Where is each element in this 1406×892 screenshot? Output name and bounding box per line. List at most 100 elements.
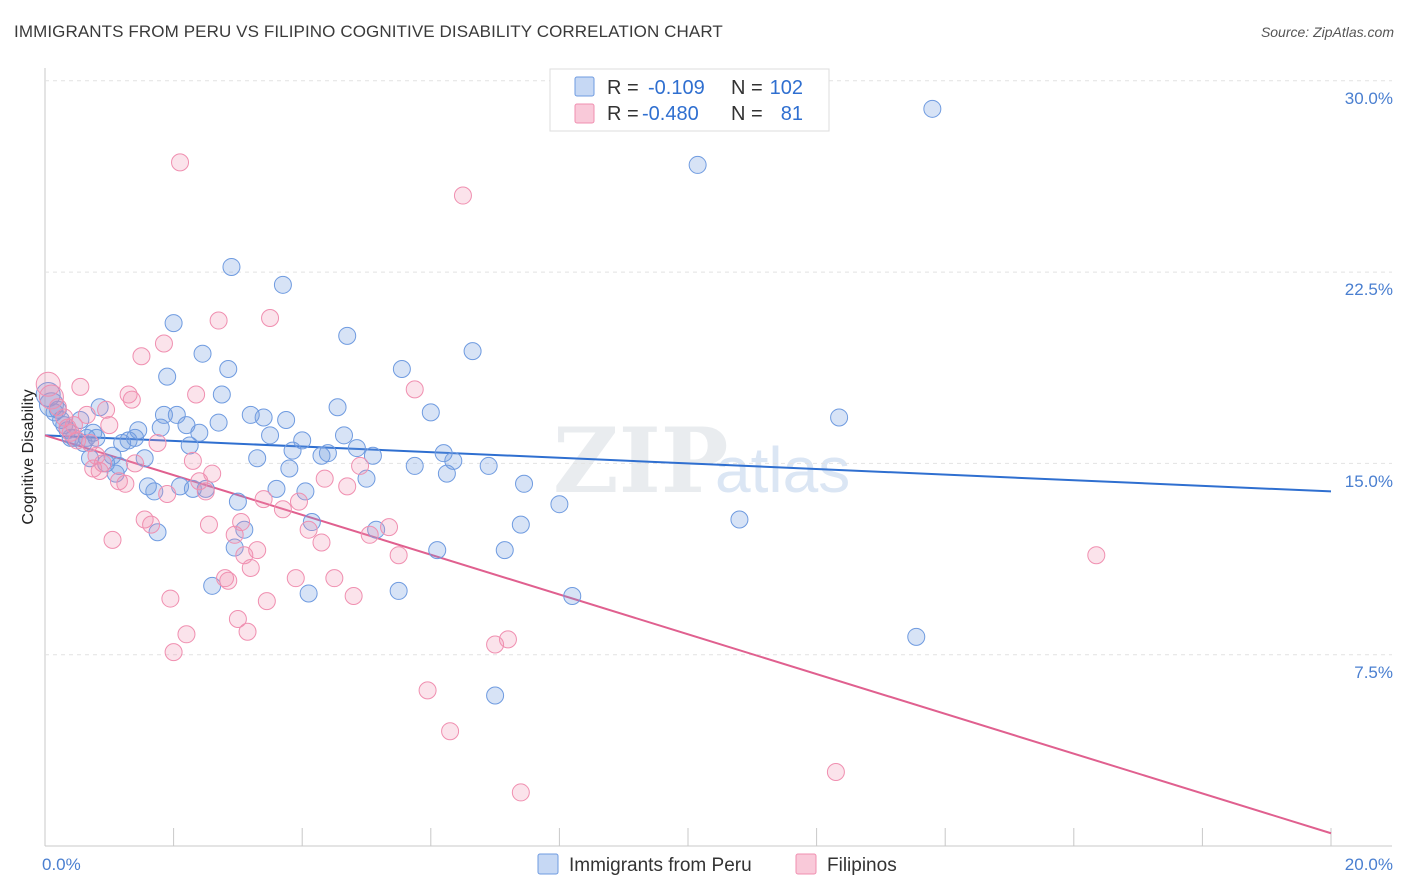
- point-peru-30: [158, 367, 177, 386]
- point-filipino-31: [171, 153, 190, 172]
- point-peru-17: [103, 446, 122, 465]
- chart-title: IMMIGRANTS FROM PERU VS FILIPINO COGNITI…: [14, 22, 723, 41]
- point-peru-82: [511, 515, 530, 534]
- source-label: Source: ZipAtlas.com: [1260, 24, 1394, 40]
- point-filipino-20: [119, 385, 138, 404]
- y-tick-label-15: 15.0%: [1345, 472, 1393, 491]
- point-peru-71: [392, 359, 411, 378]
- point-peru-81: [495, 541, 514, 560]
- point-filipino-22: [126, 454, 145, 473]
- point-peru-59: [299, 584, 318, 603]
- point-peru-44: [222, 257, 241, 276]
- point-filipino-47: [241, 558, 260, 577]
- point-peru-80: [486, 686, 505, 705]
- point-filipino-12: [87, 446, 106, 465]
- point-filipino-57: [315, 469, 334, 488]
- point-filipino-15: [97, 400, 116, 419]
- point-peru-41: [209, 413, 228, 432]
- point-filipino-8: [71, 377, 90, 396]
- legend-n-value-peru: 102: [770, 77, 803, 99]
- point-peru-73: [421, 403, 440, 422]
- point-peru-62: [318, 444, 337, 463]
- data-points: [35, 99, 1106, 802]
- y-axis-title: Cognitive Disability: [20, 389, 37, 524]
- point-peru-77: [444, 451, 463, 470]
- point-filipino-51: [261, 308, 280, 327]
- point-filipino-54: [289, 492, 308, 511]
- legend-r-value-peru: -0.109: [648, 77, 705, 99]
- point-peru-45: [225, 538, 244, 557]
- point-peru-83: [515, 474, 534, 493]
- point-filipino-30: [164, 643, 183, 662]
- point-peru-64: [334, 426, 353, 445]
- point-filipino-68: [453, 186, 472, 205]
- bottom-legend-label-filipino: Filipinos: [827, 855, 897, 876]
- point-peru-2: [45, 403, 64, 422]
- point-peru-86: [688, 155, 707, 174]
- point-filipino-9: [77, 405, 96, 424]
- bottom-legend: Immigrants from Peru Filipinos: [537, 853, 897, 876]
- x-tick-label-max: 20.0%: [1345, 855, 1393, 874]
- point-filipino-72: [826, 763, 845, 782]
- point-filipino-44: [232, 513, 251, 532]
- point-filipino-41: [219, 571, 238, 590]
- point-peru-31: [164, 314, 183, 333]
- point-filipino-6: [64, 416, 83, 435]
- y-tick-label-22.5: 22.5%: [1345, 280, 1393, 299]
- point-peru-13: [84, 423, 103, 442]
- point-peru-57: [293, 431, 312, 450]
- point-filipino-27: [154, 334, 173, 353]
- point-peru-8: [64, 428, 83, 447]
- point-filipino-14: [93, 454, 112, 473]
- point-peru-79: [479, 456, 498, 475]
- point-peru-89: [907, 627, 926, 646]
- point-filipino-23: [132, 347, 151, 366]
- point-peru-50: [254, 408, 273, 427]
- point-peru-88: [830, 408, 849, 427]
- point-filipino-70: [498, 630, 517, 649]
- point-peru-68: [363, 446, 382, 465]
- point-peru-23: [129, 421, 148, 440]
- point-filipino-33: [183, 451, 202, 470]
- point-peru-38: [193, 344, 212, 363]
- point-filipino-58: [325, 569, 344, 588]
- point-peru-75: [434, 444, 453, 463]
- y-tick-label-7.5: 7.5%: [1354, 663, 1393, 682]
- point-peru-58: [296, 482, 315, 501]
- point-filipino-0: [35, 371, 61, 397]
- point-filipino-46: [238, 622, 257, 641]
- point-filipino-19: [116, 474, 135, 493]
- point-peru-74: [428, 541, 447, 560]
- point-filipino-34: [187, 385, 206, 404]
- point-filipino-71: [511, 783, 530, 802]
- point-filipino-32: [177, 625, 196, 644]
- trend-line-peru: [44, 434, 1332, 493]
- point-filipino-63: [380, 518, 399, 537]
- legend-r-label-peru: R =: [607, 77, 639, 99]
- point-peru-46: [228, 492, 247, 511]
- trend-line-filipino: [44, 434, 1332, 835]
- legend-n-label-filipino: N =: [731, 103, 763, 125]
- point-peru-43: [219, 359, 238, 378]
- x-ticks: [173, 828, 1332, 846]
- point-peru-70: [389, 581, 408, 600]
- point-filipino-65: [405, 380, 424, 399]
- point-filipino-3: [55, 408, 74, 427]
- point-filipino-37: [199, 515, 218, 534]
- point-filipino-59: [338, 477, 357, 496]
- point-peru-24: [135, 449, 154, 468]
- point-peru-52: [267, 479, 286, 498]
- point-filipino-2: [48, 398, 67, 417]
- legend-r-value-filipino: -0.480: [642, 103, 699, 125]
- trend-lines: [44, 434, 1332, 835]
- point-peru-65: [338, 326, 357, 345]
- point-filipino-64: [389, 546, 408, 565]
- point-peru-49: [248, 449, 267, 468]
- point-filipino-38: [203, 464, 222, 483]
- point-filipino-1: [38, 384, 64, 410]
- legend-r-label-filipino: R =: [607, 103, 639, 125]
- point-filipino-17: [103, 530, 122, 549]
- point-filipino-49: [254, 490, 273, 509]
- point-peru-90: [923, 99, 942, 118]
- point-peru-29: [154, 405, 173, 424]
